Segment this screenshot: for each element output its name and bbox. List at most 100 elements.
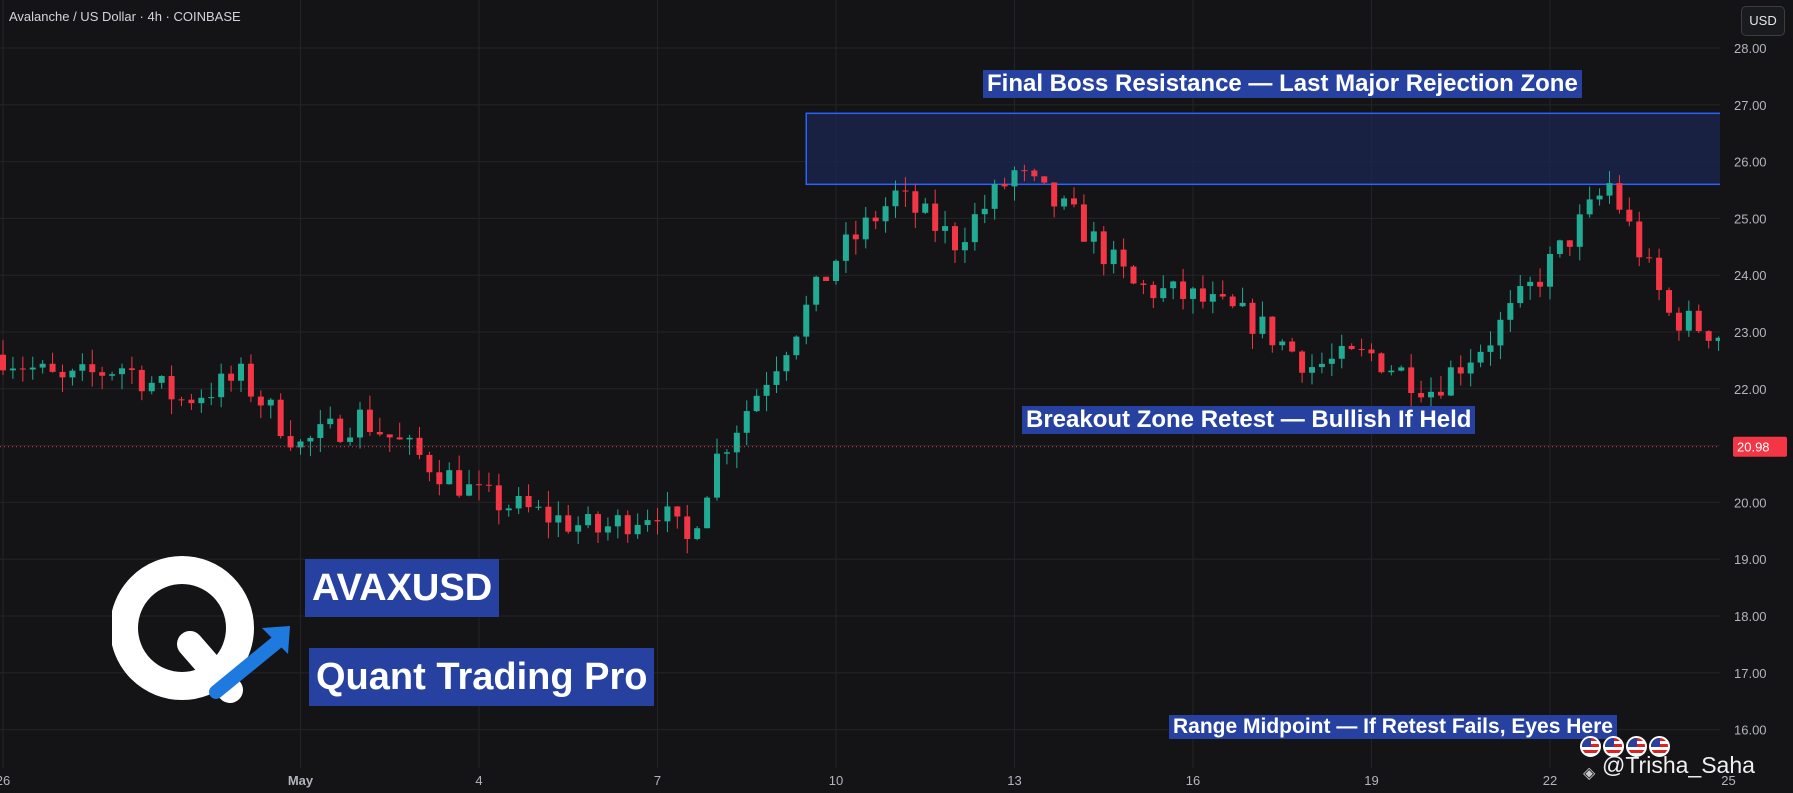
candle-body — [1031, 170, 1038, 177]
candle-body — [515, 495, 522, 509]
candle-body — [1110, 249, 1117, 265]
y-tick-label: 19.00 — [1734, 552, 1767, 567]
candle-body — [277, 399, 284, 437]
candle-body — [366, 409, 373, 433]
candle-body — [961, 242, 968, 251]
candle-body — [1229, 296, 1236, 307]
candle-body — [833, 260, 839, 281]
candle-body — [1507, 303, 1514, 320]
candle-body — [1428, 391, 1434, 398]
candle-body — [198, 397, 205, 404]
candle-body — [922, 203, 929, 213]
flag-icon — [1580, 736, 1601, 757]
candle-body — [1061, 198, 1068, 207]
candle-body — [19, 368, 26, 370]
candle-body — [1378, 353, 1385, 373]
y-tick-label: 24.00 — [1734, 268, 1767, 283]
candle-body — [1408, 367, 1415, 394]
candle-body — [178, 399, 185, 401]
candle-body — [128, 368, 135, 370]
candle-body — [1071, 198, 1077, 205]
candle-body — [307, 437, 314, 442]
flag-icon — [1649, 736, 1670, 757]
candle-body — [1626, 209, 1633, 222]
candle-body — [247, 363, 254, 397]
candle-body — [1051, 182, 1058, 207]
candle-body — [426, 454, 433, 473]
x-tick-label: 22 — [1543, 773, 1557, 788]
candle-body — [406, 437, 413, 440]
y-tick-label: 22.00 — [1734, 382, 1767, 397]
candle-body — [932, 203, 939, 231]
candle-body — [813, 276, 820, 305]
candle-body — [476, 484, 482, 486]
candle-body — [1666, 290, 1672, 313]
candle-body — [1239, 302, 1246, 307]
candle-body — [674, 506, 681, 517]
candle-body — [1606, 183, 1613, 196]
candle-body — [1150, 284, 1157, 299]
y-tick-label: 27.00 — [1734, 98, 1767, 113]
candle-body — [971, 214, 978, 243]
candle-body — [1616, 183, 1623, 210]
flag-icon — [1626, 736, 1647, 757]
x-axis[interactable]: 26May4710131619222528Jun4710131619222528… — [0, 773, 1793, 788]
x-tick-label: May — [288, 773, 314, 788]
candle-body — [654, 520, 661, 522]
candle-body — [1120, 249, 1127, 267]
candle-body — [347, 437, 354, 442]
quant-logo-icon — [112, 556, 290, 703]
y-tick-label: 18.00 — [1734, 609, 1767, 624]
candle-body — [763, 384, 770, 396]
candle-body — [1309, 367, 1315, 373]
candle-body — [436, 472, 443, 485]
candle-body — [39, 363, 46, 368]
candle-body — [1160, 288, 1167, 299]
candle-body — [337, 418, 344, 442]
candle-body — [89, 364, 96, 373]
candle-body — [1656, 257, 1663, 291]
candle-body — [773, 371, 780, 385]
candle-body — [694, 528, 701, 540]
candle-body — [1527, 281, 1534, 287]
currency-button[interactable]: USD — [1741, 6, 1785, 36]
candle-body — [1279, 341, 1286, 346]
exchange-logo-icon: ◈ — [1583, 765, 1596, 782]
candle-body — [267, 399, 274, 406]
candles — [0, 164, 1791, 554]
watermark-flags — [1580, 736, 1670, 757]
candle-body — [297, 441, 304, 448]
candle-body — [188, 399, 195, 404]
x-tick-label: 10 — [829, 773, 843, 788]
x-tick-label: 4 — [475, 773, 482, 788]
candle-body — [1547, 253, 1553, 287]
last-price-label: 20.98 — [1737, 440, 1770, 455]
candle-body — [357, 409, 363, 438]
candle-body — [1289, 341, 1296, 352]
candle-body — [842, 234, 849, 261]
candle-body — [1209, 294, 1216, 302]
candle-body — [317, 424, 324, 438]
candle-body — [912, 191, 919, 213]
candle-body — [942, 226, 949, 231]
candle-body — [79, 364, 86, 371]
x-tick-label: 16 — [1186, 773, 1200, 788]
candle-body — [446, 470, 453, 485]
candle-body — [1100, 231, 1107, 265]
candle-body — [704, 497, 711, 529]
last-price-badge — [1733, 436, 1787, 457]
y-axis[interactable]: 16.0017.0018.0019.0020.0021.0022.0023.00… — [1720, 0, 1793, 793]
candle-body — [168, 376, 175, 400]
candle-body — [228, 373, 235, 381]
candle-body — [1437, 391, 1444, 396]
candle-body — [823, 276, 830, 281]
flag-icon — [1603, 736, 1624, 757]
candle-body — [545, 506, 552, 523]
candle-body — [733, 432, 740, 453]
candle-body — [59, 371, 66, 378]
candle-body — [208, 397, 215, 399]
candle-body — [892, 190, 899, 207]
candle-body — [158, 376, 165, 383]
y-tick-label: 25.00 — [1734, 211, 1767, 226]
